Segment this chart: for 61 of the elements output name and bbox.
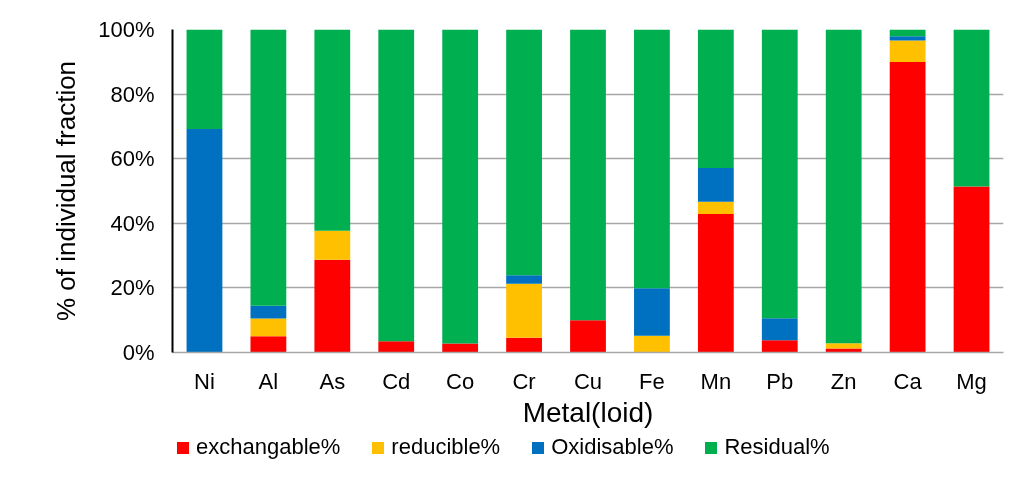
bar	[570, 320, 606, 353]
bar	[761, 318, 798, 341]
legend-label: Residual%	[724, 434, 830, 460]
bar	[250, 336, 287, 353]
x-tick-label: Ni	[194, 368, 215, 394]
bar	[186, 29, 223, 129]
x-tick-label: Mg	[956, 368, 987, 394]
x-tick-label: Cd	[382, 368, 411, 394]
y-tick-label: 100%	[98, 17, 155, 42]
bar	[250, 318, 287, 337]
bar	[634, 29, 670, 289]
bar	[825, 29, 862, 344]
bar	[506, 29, 542, 276]
y-tick-label: 80%	[110, 81, 155, 107]
bar	[250, 29, 287, 306]
bar	[506, 283, 542, 338]
y-tick-label: 60%	[110, 146, 155, 172]
bar	[250, 305, 287, 319]
bar	[634, 335, 670, 353]
x-tick-label: As	[319, 368, 346, 394]
y-axis-title: % of individual fraction	[51, 60, 82, 322]
bar	[953, 29, 990, 187]
bar	[378, 341, 415, 353]
x-tick-label: Mn	[700, 368, 732, 394]
bar	[186, 128, 223, 353]
bar	[634, 288, 670, 336]
y-tick-label: 20%	[110, 275, 155, 301]
legend-label: Oxidisable%	[551, 434, 674, 460]
x-tick-label: Fe	[639, 368, 665, 394]
bar	[953, 186, 990, 353]
x-axis-title: Metal(loid)	[522, 396, 654, 428]
bar	[506, 337, 542, 353]
y-tick-label: 0%	[122, 340, 155, 365]
bar	[761, 29, 798, 319]
x-tick-label: Co	[446, 368, 475, 394]
bar	[697, 168, 734, 202]
bar	[889, 62, 926, 353]
y-tick-label: 40%	[110, 210, 155, 236]
x-tick-label: Pb	[766, 368, 794, 394]
bar	[761, 340, 798, 353]
bar	[314, 230, 351, 260]
legend-label: exchangable%	[196, 434, 341, 460]
bar	[378, 29, 415, 342]
x-tick-label: Zn	[830, 368, 857, 394]
bar	[570, 29, 606, 321]
x-tick-label: Al	[258, 368, 279, 394]
bar	[314, 29, 351, 231]
bar	[825, 343, 862, 349]
bar	[442, 343, 479, 353]
bar	[697, 213, 734, 353]
bar	[314, 259, 351, 353]
bar	[697, 29, 734, 169]
x-tick-label: Cr	[512, 368, 536, 394]
bar	[506, 275, 542, 284]
bar	[889, 36, 926, 41]
bar	[889, 40, 926, 63]
x-tick-label: Cu	[573, 368, 603, 394]
bar	[697, 201, 734, 214]
bar	[442, 29, 479, 344]
x-tick-label: Ca	[893, 368, 923, 394]
legend-label: reducible%	[391, 434, 501, 460]
